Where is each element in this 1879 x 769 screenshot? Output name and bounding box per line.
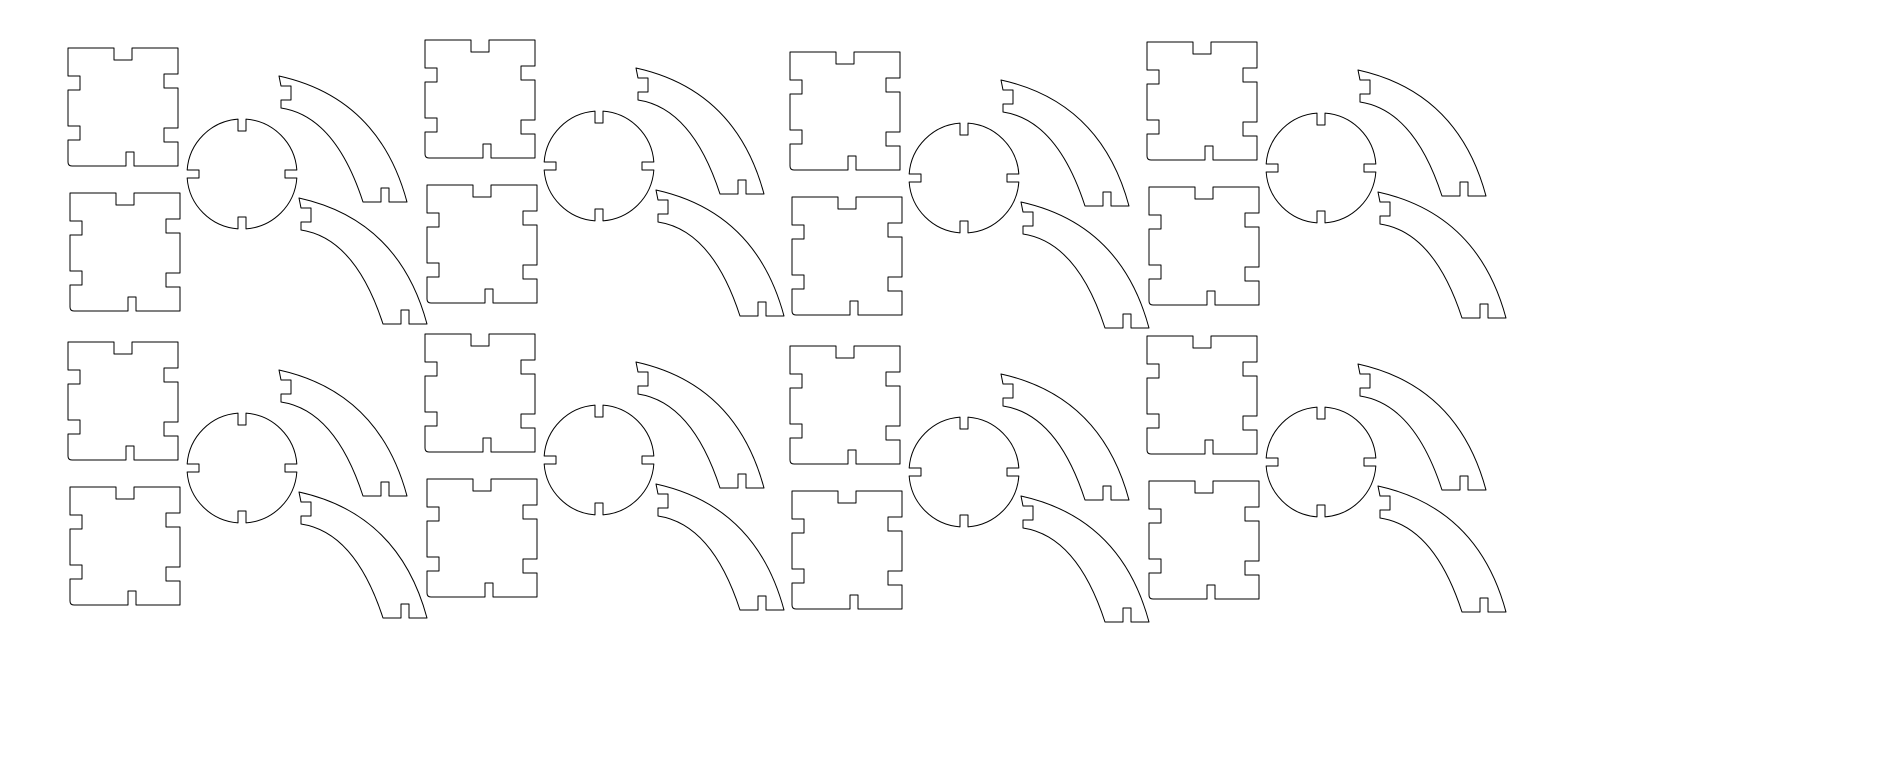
cross-piece-top-r1c1 — [67, 47, 179, 167]
cross-piece-top-r2c2 — [424, 333, 536, 453]
arc-piece-lower-r1c3 — [1020, 201, 1150, 329]
arc-piece-lower-r2c1 — [298, 491, 428, 619]
cross-piece-top-r1c4 — [1146, 41, 1258, 161]
arc-piece-upper-r1c3 — [1000, 79, 1130, 207]
round-hub-r2c4 — [1265, 406, 1377, 518]
arc-piece-lower-r1c4 — [1377, 191, 1507, 319]
cross-piece-bottom-r1c2 — [426, 184, 538, 304]
cross-piece-top-r2c3 — [789, 345, 901, 465]
round-hub-r1c4 — [1265, 112, 1377, 224]
cross-piece-top-r2c1 — [67, 341, 179, 461]
cross-piece-top-r1c3 — [789, 51, 901, 171]
cross-piece-bottom-r1c1 — [69, 192, 181, 312]
round-hub-r2c1 — [186, 412, 298, 524]
cross-piece-top-r1c2 — [424, 39, 536, 159]
cross-piece-bottom-r1c4 — [1148, 186, 1260, 306]
arc-piece-lower-r2c3 — [1020, 495, 1150, 623]
arc-piece-upper-r2c3 — [1000, 373, 1130, 501]
arc-piece-upper-r2c1 — [278, 369, 408, 497]
round-hub-r1c3 — [908, 122, 1020, 234]
cross-piece-bottom-r1c3 — [791, 196, 903, 316]
arc-piece-lower-r2c2 — [655, 483, 785, 611]
cross-piece-bottom-r2c2 — [426, 478, 538, 598]
cross-piece-bottom-r2c4 — [1148, 480, 1260, 600]
round-hub-r2c3 — [908, 416, 1020, 528]
arc-piece-lower-r1c2 — [655, 189, 785, 317]
arc-piece-upper-r1c1 — [278, 75, 408, 203]
round-hub-r2c2 — [543, 404, 655, 516]
round-hub-r1c2 — [543, 110, 655, 222]
arc-piece-upper-r1c2 — [635, 67, 765, 195]
arc-piece-upper-r2c4 — [1357, 363, 1487, 491]
round-hub-r1c1 — [186, 118, 298, 230]
arc-piece-lower-r2c4 — [1377, 485, 1507, 613]
arc-piece-lower-r1c1 — [298, 197, 428, 325]
arc-piece-upper-r1c4 — [1357, 69, 1487, 197]
arc-piece-upper-r2c2 — [635, 361, 765, 489]
cross-piece-bottom-r2c1 — [69, 486, 181, 606]
cross-piece-bottom-r2c3 — [791, 490, 903, 610]
cross-piece-top-r2c4 — [1146, 335, 1258, 455]
